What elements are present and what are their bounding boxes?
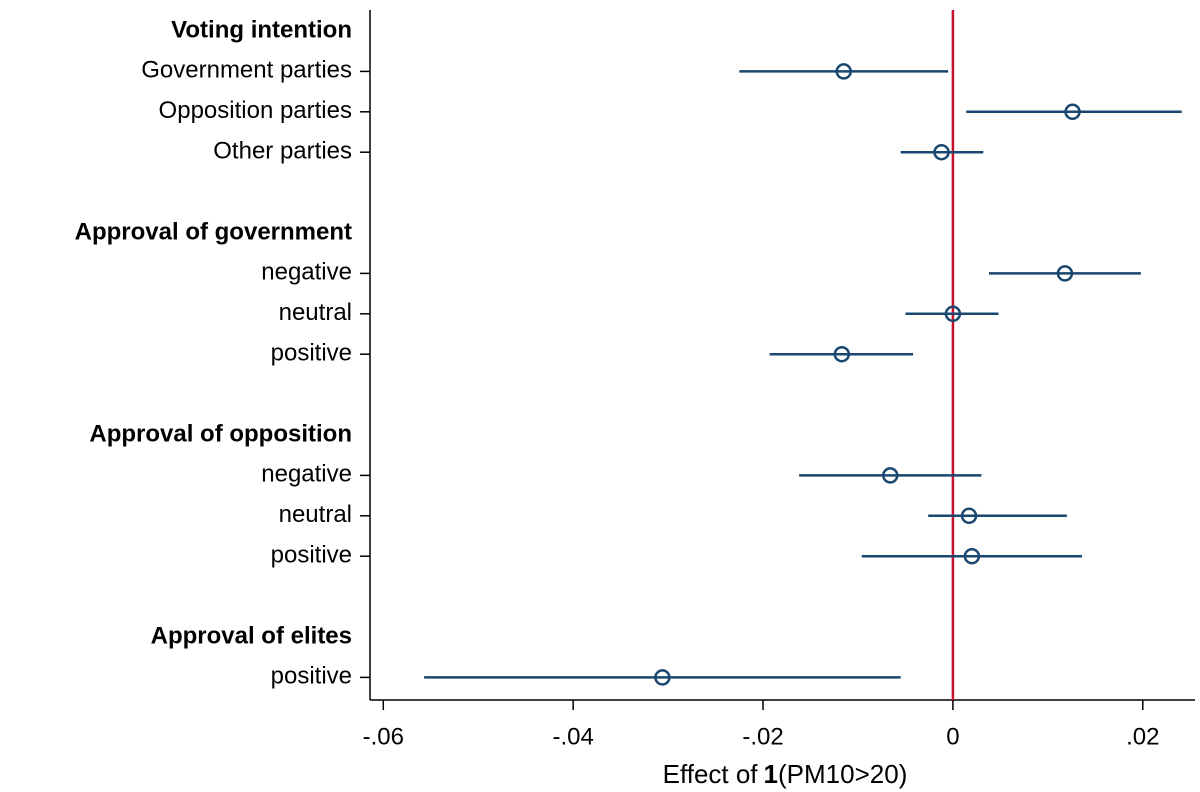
y-tick-label: Government parties bbox=[141, 57, 352, 84]
group-heading: Approval of government bbox=[75, 218, 352, 245]
point-estimate bbox=[833, 345, 851, 363]
point-estimate bbox=[835, 63, 852, 80]
point-estimate bbox=[960, 507, 978, 525]
y-tick-label: positive bbox=[271, 663, 352, 690]
group-heading: Voting intention bbox=[171, 16, 352, 43]
point-estimate bbox=[654, 669, 671, 686]
point-estimate bbox=[944, 305, 962, 323]
y-tick-label: positive bbox=[271, 542, 352, 569]
point-estimate bbox=[963, 547, 981, 565]
y-tick-label: neutral bbox=[279, 501, 352, 528]
y-tick-label: Other parties bbox=[213, 138, 352, 165]
group-heading: Approval of opposition bbox=[89, 420, 352, 447]
x-axis-title-prefix: Effect of bbox=[663, 759, 759, 789]
x-tick-label: -.06 bbox=[363, 723, 404, 750]
y-tick-label: negative bbox=[261, 259, 352, 286]
x-axis-title-bold: 1 bbox=[764, 759, 778, 789]
point-estimate bbox=[933, 143, 950, 161]
point-estimate bbox=[882, 467, 899, 484]
x-tick-label: .02 bbox=[1126, 723, 1159, 750]
x-axis-title-suffix: (PM10>20) bbox=[778, 759, 907, 789]
x-tick-label: -.02 bbox=[742, 723, 783, 750]
x-tick-label: 0 bbox=[946, 723, 959, 750]
y-tick-label: negative bbox=[261, 461, 352, 488]
point-estimate bbox=[1056, 265, 1074, 282]
y-tick-label: positive bbox=[271, 340, 352, 367]
x-tick-label: -.04 bbox=[552, 723, 593, 750]
group-heading: Approval of elites bbox=[151, 622, 352, 649]
point-estimate bbox=[1064, 103, 1081, 121]
y-tick-label: neutral bbox=[279, 299, 352, 326]
y-tick-label: Opposition parties bbox=[159, 97, 352, 124]
x-axis-title: Effect of 1(PM10>20) bbox=[663, 759, 908, 789]
